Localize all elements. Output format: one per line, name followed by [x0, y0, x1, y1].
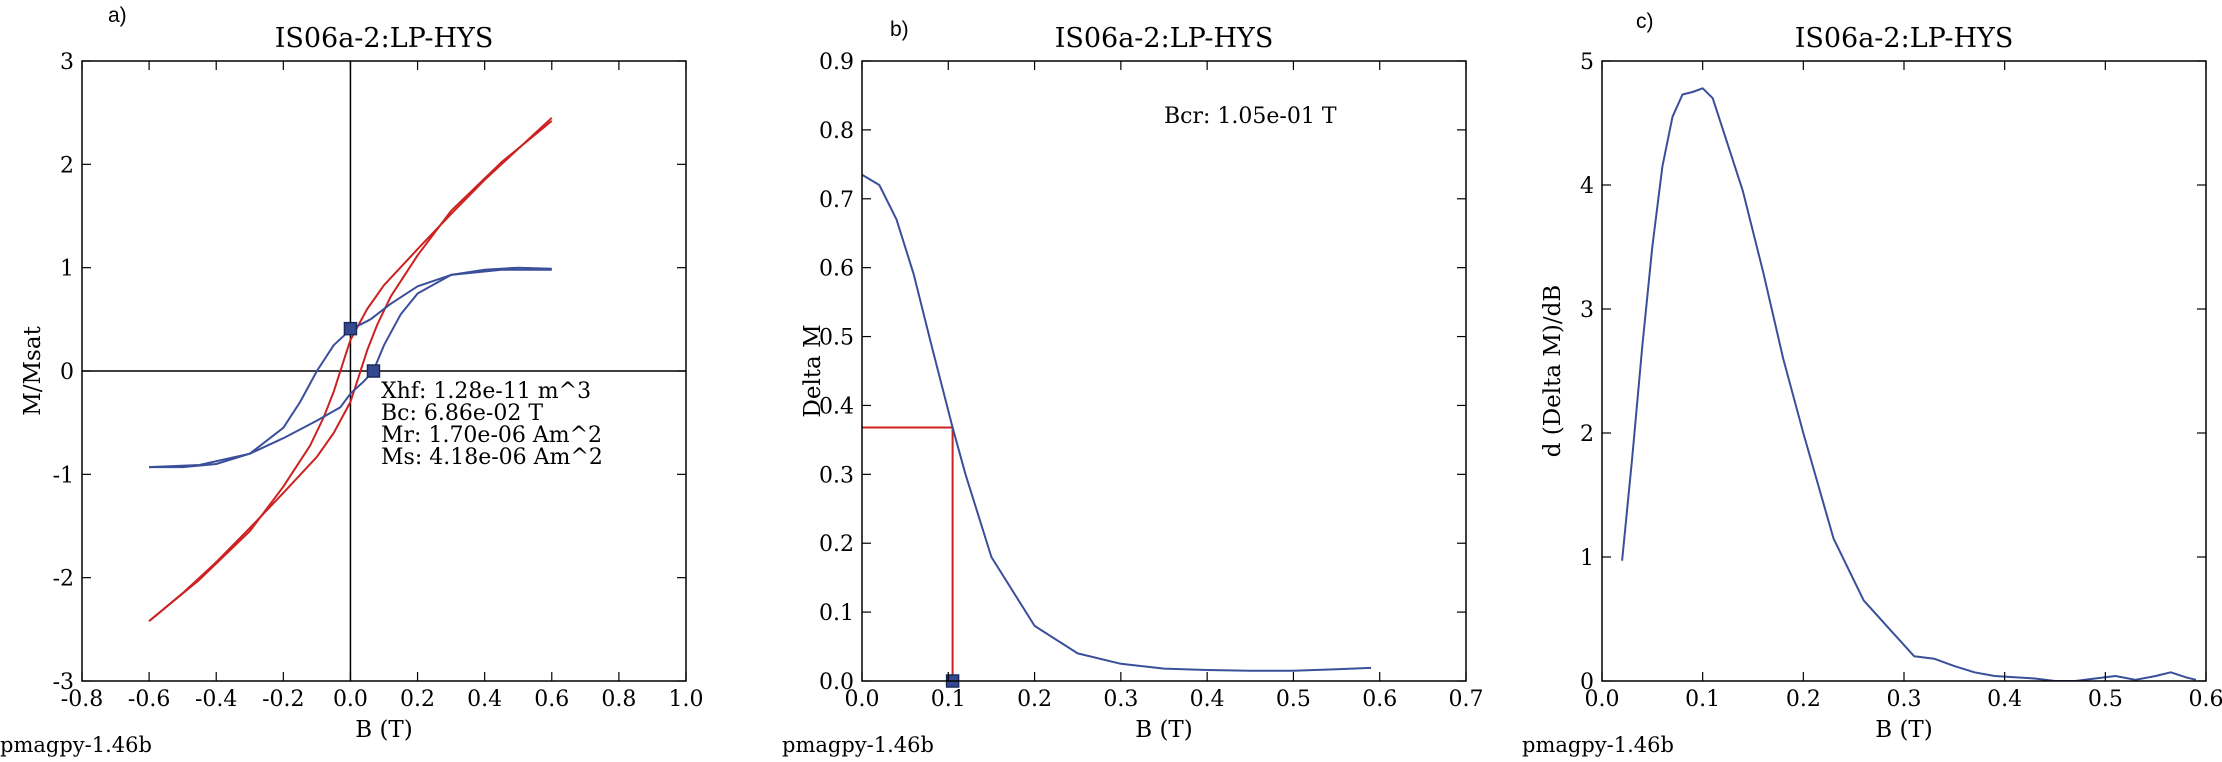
y-tick-label: 1: [60, 257, 74, 282]
y-tick-label: 2: [1580, 422, 1594, 447]
series-line-2: [148, 117, 553, 622]
y-tick-label: 0.6: [819, 257, 854, 282]
y-tick-label: 3: [60, 50, 74, 75]
x-tick-label: 0.6: [1362, 687, 1397, 712]
annotation-text: Bcr: 1.05e-01 T: [1164, 104, 1337, 129]
y-tick-label: 0: [60, 360, 74, 385]
y-tick-label: -2: [53, 567, 74, 592]
x-tick-label: 0.2: [1786, 687, 1821, 712]
panel-label: c): [1636, 10, 1654, 33]
x-axis-label: B (T): [355, 717, 413, 743]
y-tick-label: 0.5: [819, 326, 854, 351]
y-tick-label: -1: [53, 463, 74, 488]
credit-text: pmagpy-1.46b: [1522, 733, 1674, 757]
annotation-text: Mr: 1.70e-06 Am^2: [381, 423, 602, 448]
x-axis-label: B (T): [1135, 717, 1193, 743]
x-tick-label: 0.4: [1987, 687, 2022, 712]
y-tick-label: 5: [1580, 50, 1594, 75]
plot-frame: [1601, 60, 2207, 682]
x-tick-label: 0.6: [2189, 687, 2222, 712]
plot-frame: [861, 60, 1467, 682]
credit-text: pmagpy-1.46b: [782, 733, 934, 757]
x-tick-label: 0.0: [845, 687, 880, 712]
chart-title: IS06a-2:LP-HYS: [275, 23, 494, 54]
x-axis-label: B (T): [1875, 717, 1933, 743]
y-tick-label: 0.1: [819, 601, 854, 626]
y-tick-label: 0.7: [819, 188, 854, 213]
x-tick-label: 0.3: [1887, 687, 1922, 712]
y-axis-label: Delta M: [800, 324, 826, 417]
x-tick-label: -0.8: [61, 687, 103, 712]
y-tick-label: 0: [1580, 670, 1594, 695]
annotation-text: Ms: 4.18e-06 Am^2: [381, 445, 603, 470]
y-tick-label: 1: [1580, 546, 1594, 571]
panel-label: a): [108, 4, 127, 27]
x-tick-label: 0.2: [400, 687, 435, 712]
y-axis-label: M/Msat: [20, 325, 46, 415]
y-tick-label: -3: [53, 670, 74, 695]
x-tick-label: 1.0: [669, 687, 704, 712]
y-tick-label: 2: [60, 153, 74, 178]
x-tick-label: 0.0: [333, 687, 368, 712]
chart-title: IS06a-2:LP-HYS: [1795, 23, 2014, 54]
x-tick-label: 0.7: [1449, 687, 1484, 712]
x-tick-label: -0.4: [195, 687, 237, 712]
annotation-text: Bc: 6.86e-02 T: [381, 401, 543, 426]
crossover-line: [862, 426, 954, 681]
y-tick-label: 0.4: [819, 394, 854, 419]
annotation-text: Xhf: 1.28e-11 m^3: [381, 379, 591, 404]
data-marker-1: [343, 321, 358, 336]
x-tick-label: -0.2: [262, 687, 304, 712]
series-line-1: [1621, 87, 2197, 681]
series-line-1: [862, 173, 1372, 672]
series-line-3: [149, 268, 552, 469]
credit-text: pmagpy-1.46b: [0, 733, 152, 757]
data-marker-2: [366, 364, 381, 378]
x-tick-label: 0.2: [1017, 687, 1052, 712]
y-tick-label: 0.3: [819, 463, 854, 488]
y-tick-label: 0.8: [819, 119, 854, 144]
x-tick-label: 0.4: [467, 687, 502, 712]
x-tick-label: 0.1: [1685, 687, 1720, 712]
x-tick-label: -0.6: [128, 687, 170, 712]
chart-title: IS06a-2:LP-HYS: [1055, 23, 1274, 54]
panel-label: b): [890, 18, 909, 41]
x-tick-label: 0.5: [1276, 687, 1311, 712]
y-tick-label: 3: [1580, 298, 1594, 323]
x-tick-label: 0.3: [1103, 687, 1138, 712]
y-tick-label: 0.0: [819, 670, 854, 695]
x-tick-label: 0.1: [931, 687, 966, 712]
x-tick-label: 0.5: [2088, 687, 2123, 712]
x-tick-label: 0.8: [601, 687, 636, 712]
y-tick-label: 4: [1580, 174, 1594, 199]
y-axis-label: d (Delta M)/dB: [1540, 285, 1566, 458]
x-tick-label: 0.0: [1585, 687, 1620, 712]
x-tick-label: 0.4: [1190, 687, 1225, 712]
y-tick-label: 0.2: [819, 532, 854, 557]
y-tick-label: 0.9: [819, 50, 854, 75]
x-tick-label: 0.6: [534, 687, 569, 712]
